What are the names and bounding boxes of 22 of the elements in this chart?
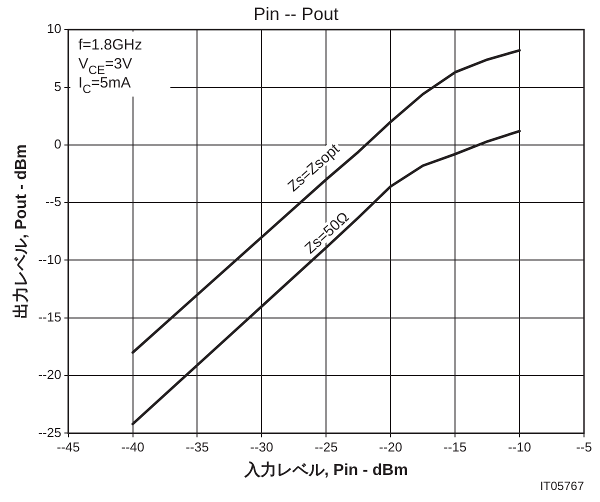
y-tick-label: --25 [38,424,62,440]
y-tick-label: 0 [54,136,62,152]
x-axis-title: 入力レベル, Pin - dBm [243,460,408,479]
x-tick-label: --5 [576,440,592,455]
x-tick-label: --20 [379,440,402,455]
y-tick-label: --20 [38,367,62,382]
chart-title: Pin -- Pout [253,4,339,24]
x-tick-label: --25 [314,440,338,455]
x-tick-label: --15 [444,440,467,455]
x-tick-label: --40 [121,440,144,455]
annotation: f=1.8GHz [78,36,142,54]
y-tick-label: 10 [46,21,62,36]
text: IT05767 [540,479,584,493]
x-tick-label: --10 [508,440,532,455]
x-tick-label: --45 [56,440,80,455]
x-tick-label: --30 [250,440,274,455]
y-axis-title: 出力レベル, Pout - dBm [12,144,30,319]
y-tick-label: --5 [45,194,62,210]
y-tick-label: 5 [54,78,62,94]
y-tick-label: --15 [38,309,62,324]
x-tick-label: --35 [186,440,209,455]
y-tick-label: --10 [38,252,62,267]
